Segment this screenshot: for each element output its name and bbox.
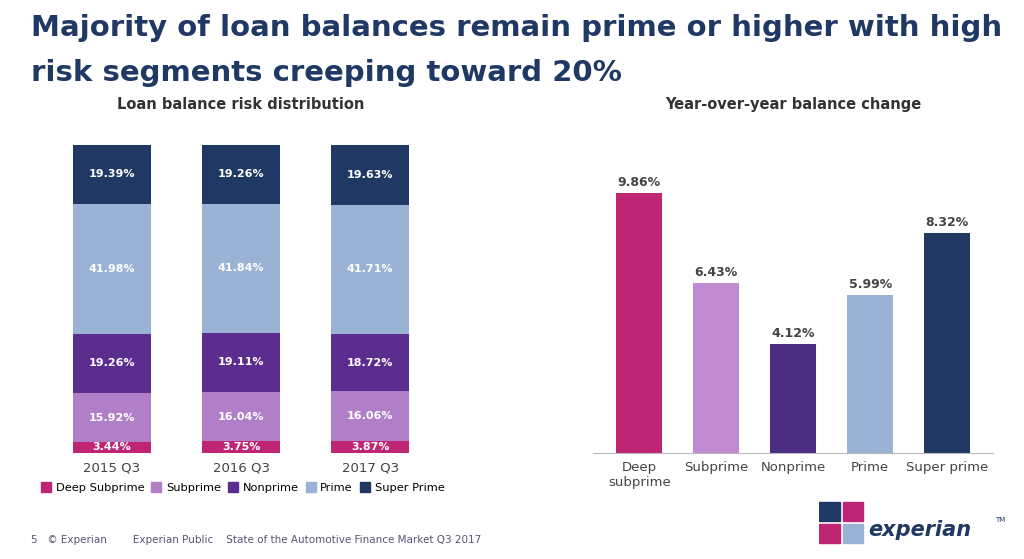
Text: 3.87%: 3.87% xyxy=(351,442,389,452)
Bar xyxy=(74,205,151,334)
Text: 19.26%: 19.26% xyxy=(89,358,135,368)
Bar xyxy=(203,333,280,392)
Text: 4.12%: 4.12% xyxy=(771,327,815,340)
Legend: Deep Subprime, Subprime, Nonprime, Prime, Super Prime: Deep Subprime, Subprime, Nonprime, Prime… xyxy=(37,477,449,498)
Text: 5   © Experian        Experian Public    State of the Automotive Finance Market : 5 © Experian Experian Public State of th… xyxy=(31,535,481,545)
Bar xyxy=(203,204,280,333)
Bar xyxy=(203,145,280,204)
Bar xyxy=(616,193,663,453)
Bar xyxy=(332,334,409,391)
Bar xyxy=(924,233,970,453)
Title: Loan balance risk distribution: Loan balance risk distribution xyxy=(118,97,365,112)
Text: 19.26%: 19.26% xyxy=(218,169,264,179)
Text: risk segments creeping toward 20%: risk segments creeping toward 20% xyxy=(31,59,622,87)
Text: 8.32%: 8.32% xyxy=(926,216,969,229)
Text: 41.71%: 41.71% xyxy=(347,264,393,274)
Text: 15.92%: 15.92% xyxy=(89,413,135,423)
Text: 5.99%: 5.99% xyxy=(849,278,892,291)
Bar xyxy=(332,145,409,205)
Bar xyxy=(843,502,863,521)
Text: TM: TM xyxy=(995,517,1006,523)
Bar xyxy=(332,205,409,334)
Bar xyxy=(203,441,280,453)
Text: 16.06%: 16.06% xyxy=(347,411,393,421)
Bar xyxy=(74,334,151,393)
Text: 19.39%: 19.39% xyxy=(89,169,135,179)
Text: 19.11%: 19.11% xyxy=(218,357,264,367)
Bar xyxy=(74,442,151,453)
Bar xyxy=(819,502,840,521)
Text: 6.43%: 6.43% xyxy=(694,266,738,279)
Text: 41.98%: 41.98% xyxy=(89,264,135,274)
Text: 16.04%: 16.04% xyxy=(218,411,264,421)
Bar xyxy=(332,441,409,453)
Title: Year-over-year balance change: Year-over-year balance change xyxy=(665,97,922,112)
Text: 3.44%: 3.44% xyxy=(92,443,131,452)
Bar xyxy=(332,391,409,441)
Text: 3.75%: 3.75% xyxy=(222,442,260,452)
Text: 41.84%: 41.84% xyxy=(218,263,264,273)
Bar xyxy=(203,392,280,441)
Text: 19.63%: 19.63% xyxy=(347,170,393,180)
Text: experian: experian xyxy=(868,520,971,540)
Bar xyxy=(693,283,739,453)
Bar xyxy=(74,393,151,442)
Bar xyxy=(770,344,816,453)
Bar xyxy=(74,145,151,205)
Bar xyxy=(843,524,863,543)
Text: 9.86%: 9.86% xyxy=(617,176,660,189)
Text: Majority of loan balances remain prime or higher with high: Majority of loan balances remain prime o… xyxy=(31,14,1001,42)
Bar xyxy=(819,524,840,543)
Text: 18.72%: 18.72% xyxy=(347,358,393,367)
Bar xyxy=(847,295,893,453)
